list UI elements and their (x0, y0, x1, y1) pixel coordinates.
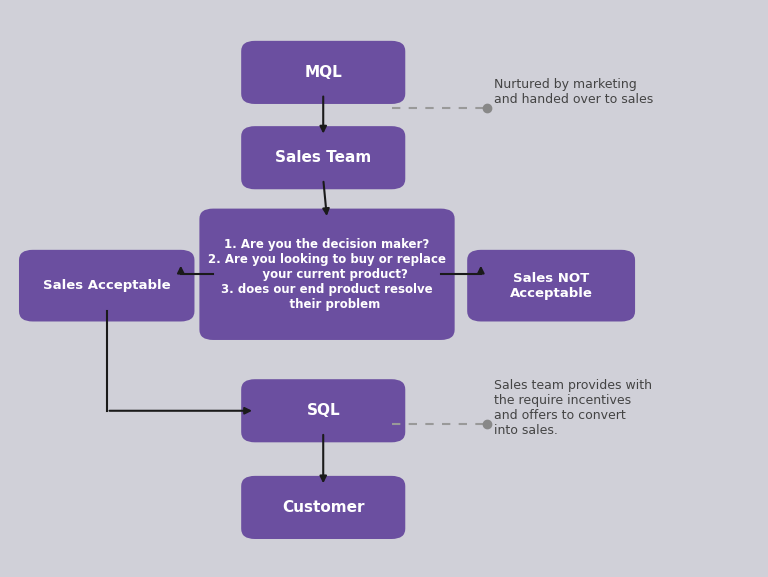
FancyBboxPatch shape (19, 250, 194, 321)
FancyBboxPatch shape (241, 379, 406, 443)
Text: Sales Team: Sales Team (275, 150, 372, 165)
Text: SQL: SQL (306, 403, 340, 418)
Text: Customer: Customer (282, 500, 365, 515)
Text: Sales NOT
Acceptable: Sales NOT Acceptable (510, 272, 593, 299)
Text: Sales team provides with
the require incentives
and offers to convert
into sales: Sales team provides with the require inc… (494, 379, 652, 437)
FancyBboxPatch shape (467, 250, 635, 321)
Text: Nurtured by marketing
and handed over to sales: Nurtured by marketing and handed over to… (494, 78, 654, 106)
Text: Sales Acceptable: Sales Acceptable (43, 279, 170, 292)
FancyBboxPatch shape (241, 476, 406, 539)
Text: MQL: MQL (304, 65, 342, 80)
Text: 1. Are you the decision maker?
2. Are you looking to buy or replace
    your cur: 1. Are you the decision maker? 2. Are yo… (208, 238, 446, 311)
FancyBboxPatch shape (241, 126, 406, 189)
FancyBboxPatch shape (200, 209, 455, 340)
FancyBboxPatch shape (241, 41, 406, 104)
